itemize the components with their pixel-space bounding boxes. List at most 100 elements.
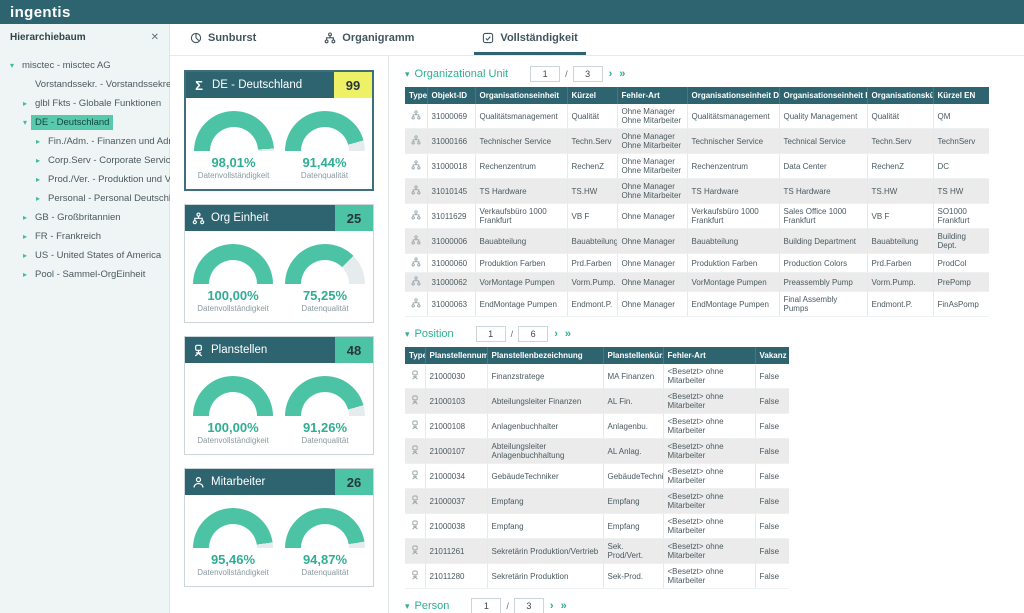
chevron-right-icon[interactable]: ▸: [19, 213, 31, 222]
next-page-icon[interactable]: ›: [553, 329, 559, 340]
chevron-down-icon[interactable]: ▾: [19, 118, 31, 127]
tree-item-8[interactable]: ▸GB - Großbritannien: [0, 208, 169, 227]
chevron-right-icon[interactable]: ▸: [19, 270, 31, 279]
table-cell: Qualitätsmanagement: [687, 104, 779, 129]
main-layout: Hierarchiebaum ✕ ▾misctec - misctec AGVo…: [0, 24, 1024, 613]
table-cell: Qualitätsmanagement: [475, 104, 567, 129]
chevron-down-icon[interactable]: ▾: [6, 61, 18, 70]
table-row[interactable]: 21000037EmpfangEmpfang<Besetzt> ohne Mit…: [405, 489, 789, 514]
table-cell: Techn.Serv: [567, 129, 617, 154]
table-row[interactable]: 31000063EndMontage PumpenEndmont.P.Ohne …: [405, 292, 989, 317]
table-row[interactable]: 31011629Verkaufsbüro 1000 FrankfurtVB FO…: [405, 204, 989, 229]
next-page-icon[interactable]: ›: [608, 69, 614, 80]
table-row[interactable]: 21000103Abteilungsleiter FinanzenAL Fin.…: [405, 389, 789, 414]
table-row[interactable]: 21000107Abteilungsleiter Anlagenbuchhalt…: [405, 439, 789, 464]
collapse-triangle-icon[interactable]: ▾: [405, 329, 410, 340]
column-header: Fehler-Art: [663, 347, 755, 364]
table-row[interactable]: 31000062VorMontage PumpenVorm.Pump.Ohne …: [405, 273, 989, 292]
scorecard-header: Org Einheit25: [185, 205, 373, 231]
tree-item-7[interactable]: ▸Personal - Personal Deutschland: [0, 189, 169, 208]
scorecard-2[interactable]: Planstellen48100,00%Datenvollständigkeit…: [184, 336, 374, 455]
tree-item-label: FR - Frankreich: [31, 229, 105, 244]
table-cell: Ohne Manager Ohne Mitarbeiter: [617, 179, 687, 204]
tree-item-5[interactable]: ▸Corp.Serv - Corporate Services: [0, 151, 169, 170]
tab-vollst-ndigkeit[interactable]: Vollständigkeit: [474, 24, 585, 55]
table-row[interactable]: 31000060Produktion FarbenPrd.FarbenOhne …: [405, 254, 989, 273]
chevron-right-icon[interactable]: ▸: [32, 194, 44, 203]
chevron-right-icon[interactable]: ▸: [19, 99, 31, 108]
table-cell: Building Dept.: [933, 229, 989, 254]
tree-item-11[interactable]: ▸Pool - Sammel-OrgEinheit: [0, 265, 169, 284]
tree-item-1[interactable]: Vorstandssekr. - Vorstandssekretariat: [0, 75, 169, 94]
page-total[interactable]: [518, 326, 548, 342]
row-type-cell: [405, 414, 425, 439]
page-input[interactable]: [530, 66, 560, 82]
table-row[interactable]: 21000030FinanzstrategeMA Finanzen<Besetz…: [405, 364, 789, 389]
tree-item-6[interactable]: ▸Prod./Ver. - Produktion und Vertrieb: [0, 170, 169, 189]
next-page-icon[interactable]: ›: [549, 601, 555, 612]
tab-label: Sunburst: [208, 32, 256, 44]
table-cell: Verkaufsbüro 1000 Frankfurt: [687, 204, 779, 229]
page-total[interactable]: [573, 66, 603, 82]
table-row[interactable]: 31000006BauabteilungBauabteilungOhne Man…: [405, 229, 989, 254]
table-cell: 21000038: [425, 514, 487, 539]
scorecard-title: Planstellen: [211, 344, 335, 356]
scorecard-0[interactable]: ΣDE - Deutschland9998,01%Datenvollständi…: [184, 70, 374, 191]
orgchart-icon: [324, 32, 336, 44]
gauge-value: 75,25%: [279, 288, 371, 303]
pagination: /›»: [471, 598, 567, 613]
tree-item-2[interactable]: ▸glbl Fkts - Globale Funktionen: [0, 94, 169, 113]
tree-item-10[interactable]: ▸US - United States of America: [0, 246, 169, 265]
last-page-icon[interactable]: »: [564, 329, 572, 340]
orgunit-icon: [411, 301, 421, 310]
tree-item-label: GB - Großbritannien: [31, 210, 125, 225]
chevron-right-icon[interactable]: ▸: [19, 251, 31, 260]
table-row[interactable]: 21011280Sekretärin ProduktionSek-Prod.<B…: [405, 564, 789, 589]
last-page-icon[interactable]: »: [618, 69, 626, 80]
table-row[interactable]: 31000018RechenzentrumRechenZOhne Manager…: [405, 154, 989, 179]
table-row[interactable]: 21011261Sekretärin Produktion/VertriebSe…: [405, 539, 789, 564]
gauge: 75,25%Datenqualität: [279, 244, 371, 313]
close-icon[interactable]: ✕: [151, 33, 159, 43]
table-cell: VB F: [867, 204, 933, 229]
table-row[interactable]: 21000034GebäudeTechnikerGebäudeTechniker…: [405, 464, 789, 489]
gauge-arc: [285, 376, 365, 416]
section-header: ▾Organizational Unit/›»: [405, 66, 1008, 82]
position-icon: [410, 448, 420, 457]
tree-item-3[interactable]: ▾DE - Deutschland: [0, 113, 169, 132]
table-cell: Ohne Manager Ohne Mitarbeiter: [617, 154, 687, 179]
collapse-triangle-icon[interactable]: ▾: [405, 69, 410, 80]
gauge-value: 95,46%: [187, 552, 279, 567]
section-title: Position: [415, 328, 454, 340]
pagination: /›»: [530, 66, 626, 82]
table-row[interactable]: 31000166Technischer ServiceTechn.ServOhn…: [405, 129, 989, 154]
table-row[interactable]: 21000038EmpfangEmpfang<Besetzt> ohne Mit…: [405, 514, 789, 539]
table-row[interactable]: 31010145TS HardwareTS.HWOhne Manager Ohn…: [405, 179, 989, 204]
top-bar: ingentis: [0, 0, 1024, 24]
chevron-right-icon[interactable]: ▸: [19, 232, 31, 241]
page-input[interactable]: [476, 326, 506, 342]
table-cell: RechenZ: [567, 154, 617, 179]
table-cell: 21000034: [425, 464, 487, 489]
table-cell: ProdCol: [933, 254, 989, 273]
tree-item-4[interactable]: ▸Fin./Adm. - Finanzen und Administration: [0, 132, 169, 151]
row-type-cell: [405, 464, 425, 489]
page-input[interactable]: [471, 598, 501, 613]
tab-organigramm[interactable]: Organigramm: [316, 24, 422, 55]
chevron-right-icon[interactable]: ▸: [32, 137, 44, 146]
table-row[interactable]: 31000069QualitätsmanagementQualitätOhne …: [405, 104, 989, 129]
table-cell: GebäudeTechniker: [603, 464, 663, 489]
tree-item-9[interactable]: ▸FR - Frankreich: [0, 227, 169, 246]
scorecard-3[interactable]: Mitarbeiter2695,46%Datenvollständigkeit9…: [184, 468, 374, 587]
tab-sunburst[interactable]: Sunburst: [182, 24, 264, 55]
page-total[interactable]: [514, 598, 544, 613]
last-page-icon[interactable]: »: [560, 601, 568, 612]
scorecard-1[interactable]: Org Einheit25100,00%Datenvollständigkeit…: [184, 204, 374, 323]
chevron-right-icon[interactable]: ▸: [32, 175, 44, 184]
table-row[interactable]: 21000108AnlagenbuchhalterAnlagenbu.<Bese…: [405, 414, 789, 439]
row-type-cell: [405, 564, 425, 589]
collapse-triangle-icon[interactable]: ▾: [405, 601, 410, 612]
chevron-right-icon[interactable]: ▸: [32, 156, 44, 165]
tree-item-0[interactable]: ▾misctec - misctec AG: [0, 56, 169, 75]
gauge-label: Datenvollständigkeit: [188, 171, 279, 180]
